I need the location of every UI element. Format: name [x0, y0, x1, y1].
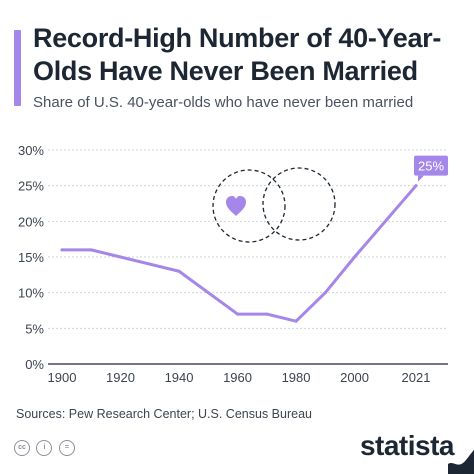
x-tick-label: 1980 — [282, 370, 311, 385]
heart-icon — [226, 196, 246, 216]
statista-wave-icon — [448, 450, 474, 474]
data-point — [294, 319, 298, 323]
end-label-box — [414, 155, 448, 176]
data-point — [236, 312, 240, 316]
chart-subtitle: Share of U.S. 40-year-olds who have neve… — [33, 94, 414, 111]
y-tick-label: 15% — [18, 250, 44, 265]
data-point — [119, 255, 123, 259]
license-icons: cc i = — [14, 436, 77, 456]
x-tick-label: 1900 — [48, 370, 77, 385]
cc-icon: cc — [14, 440, 30, 456]
y-tick-label: 20% — [18, 214, 44, 229]
data-point — [60, 248, 64, 252]
y-tick-label: 25% — [18, 179, 44, 194]
brand-logo: statista — [359, 430, 455, 461]
line-chart: 0% 5% 10% 15% 20% 25% 30% 1900 1920 1940 1960 1980… — [18, 143, 448, 385]
ring-left — [212, 169, 286, 243]
source-note: Sources: Pew Research Center; U.S. Censu… — [16, 407, 312, 421]
y-tick-label: 5% — [25, 321, 44, 336]
y-axis-ticks: 0% 5% 10% 15% 20% 25% 30% — [18, 143, 44, 372]
end-label-group: 25% — [414, 155, 448, 182]
data-point — [323, 291, 327, 295]
chart-title: Record-High Number of 40-Year-Olds Have … — [33, 23, 442, 86]
x-axis-ticks: 1900 1920 1940 1960 1980 2000 2021 — [48, 370, 431, 385]
attribution-icon: i — [36, 440, 53, 456]
footer: cc i = statista — [0, 430, 474, 474]
title-accent-bar — [14, 30, 21, 106]
end-label-pointer — [418, 175, 424, 182]
y-tick-label: 30% — [18, 143, 44, 158]
series-layer — [60, 184, 418, 323]
data-point — [177, 269, 181, 273]
data-point — [89, 248, 93, 252]
x-tick-label: 1940 — [165, 370, 194, 385]
end-value-label: 25% — [418, 159, 444, 174]
ring-right — [262, 167, 336, 241]
x-tick-label: 2000 — [340, 370, 369, 385]
grid-lines — [48, 149, 448, 365]
data-point — [265, 312, 269, 316]
x-tick-label: 2021 — [402, 370, 431, 385]
data-point — [353, 255, 357, 259]
series-line — [60, 184, 418, 323]
y-tick-label: 0% — [25, 357, 44, 372]
rings-decoration — [212, 167, 336, 243]
data-point — [414, 184, 418, 188]
y-tick-label: 10% — [18, 286, 44, 301]
x-tick-label: 1960 — [223, 370, 252, 385]
no-derivatives-icon: = — [58, 440, 75, 456]
x-tick-label: 1920 — [106, 370, 135, 385]
